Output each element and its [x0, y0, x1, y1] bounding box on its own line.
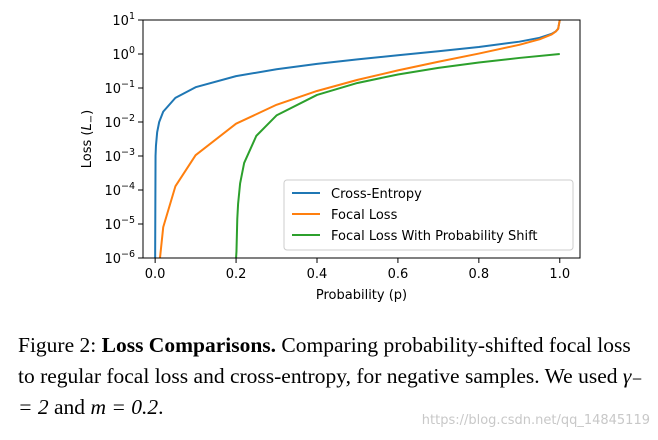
x-tick-label: 0.6 [388, 267, 409, 282]
watermark: https://blog.csdn.net/qq_14845119 [421, 413, 650, 428]
loss-comparison-chart: 0.0 0.2 0.4 0.6 0.8 1.0 101 100 10−1 10−2 10−3 10−… [80, 11, 581, 303]
caption-math-gamma: γ₋ = 2 [18, 364, 643, 419]
x-tick-label: 0.2 [226, 267, 247, 282]
y-tick-label: 10−1 [104, 79, 135, 97]
caption-bold-title: Loss Comparisons. [101, 333, 277, 357]
x-tick-label: 0.0 [145, 267, 166, 282]
caption-prefix: Figure 2: [18, 333, 102, 357]
x-tick-label: 0.4 [307, 267, 328, 282]
x-tick-label: 0.8 [468, 267, 489, 282]
legend-box [283, 179, 574, 251]
y-axis-label: Loss (L−) [80, 110, 97, 168]
y-tick-label: 10−6 [104, 249, 135, 267]
figure-caption: Figure 2: Loss Comparisons. Comparing pr… [18, 330, 648, 423]
caption-text: Comparing probability-shifted focal loss… [18, 333, 631, 388]
y-axis-ticks: 101 100 10−1 10−2 10−3 10−4 10−5 10−6 [104, 11, 143, 267]
caption-and: and [48, 395, 91, 419]
y-tick-label: 100 [112, 45, 135, 63]
series-line-3 [235, 53, 560, 258]
y-tick-label: 10−2 [104, 113, 135, 131]
y-tick-label: 10−3 [104, 147, 135, 165]
y-tick-label: 101 [112, 11, 135, 29]
y-tick-label: 10−4 [104, 181, 135, 199]
legend-label-2: Focal Loss [331, 208, 398, 223]
series-line-2 [158, 20, 561, 258]
x-tick-label: 1.0 [549, 267, 570, 282]
y-tick-label: 10−5 [104, 215, 135, 233]
legend-label-1: Cross-Entropy [331, 187, 422, 202]
x-axis-label: Probability (p) [316, 288, 407, 303]
caption-math-m: m = 0.2 [90, 395, 159, 419]
caption-end: . [158, 395, 164, 419]
x-axis-ticks: 0.0 0.2 0.4 0.6 0.8 1.0 [145, 258, 570, 282]
legend: Cross-Entropy Focal Loss Focal Loss With P… [283, 179, 574, 251]
legend-label-3: Focal Loss With Probability Shift [331, 229, 538, 244]
axes-frame [142, 19, 581, 259]
series-curves [154, 20, 561, 258]
